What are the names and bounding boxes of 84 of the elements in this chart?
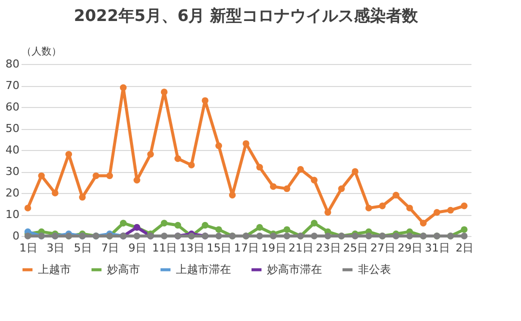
legend-label: 上越市滞在 bbox=[176, 262, 231, 276]
point bbox=[338, 185, 345, 192]
legend-label: 妙高市 bbox=[107, 262, 140, 276]
point bbox=[52, 190, 58, 196]
x-tick-label: 31日 bbox=[424, 242, 450, 254]
point bbox=[270, 183, 277, 190]
y-tick-label: 80 bbox=[6, 58, 20, 70]
point bbox=[460, 226, 468, 233]
x-tick-label: 23日 bbox=[316, 242, 341, 254]
y-tick-label: 20 bbox=[6, 186, 20, 200]
y-tick-label: 60 bbox=[6, 100, 20, 114]
point bbox=[202, 222, 208, 229]
point bbox=[229, 192, 236, 198]
x-tick-label: 11日 bbox=[152, 242, 178, 254]
x-tick-label: 19日 bbox=[261, 242, 286, 254]
point bbox=[134, 176, 140, 184]
x-tick-label: 5日 bbox=[74, 242, 92, 254]
point bbox=[434, 209, 440, 216]
point bbox=[215, 142, 222, 150]
point bbox=[392, 192, 400, 198]
point bbox=[188, 162, 195, 168]
point bbox=[310, 220, 318, 226]
y-tick-label: 70 bbox=[6, 79, 20, 92]
point bbox=[284, 185, 290, 192]
point bbox=[202, 97, 208, 104]
legend-label: 非公表 bbox=[358, 262, 391, 276]
point bbox=[92, 172, 100, 180]
point bbox=[460, 202, 468, 210]
y-tick-label: 30 bbox=[6, 165, 20, 178]
point bbox=[284, 226, 290, 233]
point bbox=[24, 204, 32, 212]
point bbox=[160, 232, 168, 240]
point bbox=[215, 226, 222, 233]
point bbox=[310, 176, 318, 184]
x-tick-label: 29日 bbox=[398, 242, 423, 254]
legend-label: 上越市 bbox=[38, 262, 71, 276]
x-tick-label: 13日 bbox=[179, 242, 204, 254]
point bbox=[284, 232, 290, 240]
x-tick-label: 3日 bbox=[46, 242, 65, 254]
point bbox=[256, 232, 263, 240]
x-tick-label: 17日 bbox=[234, 242, 259, 254]
y-tick-label: 10 bbox=[6, 208, 20, 221]
point bbox=[38, 172, 45, 180]
point bbox=[379, 202, 386, 210]
point bbox=[120, 84, 127, 91]
point bbox=[460, 232, 468, 240]
point bbox=[406, 232, 413, 240]
legend-label: 妙高市滞在 bbox=[267, 262, 322, 276]
point bbox=[420, 220, 427, 226]
point bbox=[365, 232, 372, 240]
point bbox=[242, 140, 250, 147]
point bbox=[174, 222, 182, 229]
point bbox=[297, 166, 304, 173]
x-tick-label: 25日 bbox=[343, 242, 368, 254]
x-tick-label: 9日 bbox=[128, 242, 146, 254]
point bbox=[134, 232, 140, 240]
point bbox=[147, 150, 154, 158]
x-tick-label: 7日 bbox=[101, 242, 120, 254]
x-tick-label: 15日 bbox=[206, 242, 232, 254]
point bbox=[324, 209, 332, 216]
point bbox=[215, 232, 222, 240]
point bbox=[256, 164, 263, 171]
point bbox=[352, 168, 358, 175]
x-tick-label: 27日 bbox=[370, 242, 396, 254]
x-tick-label: 2日 bbox=[456, 242, 474, 254]
point bbox=[447, 206, 454, 214]
chart-title: 2022年5月、6月 新型コロナウイルス感染者数 bbox=[74, 6, 420, 25]
point bbox=[160, 220, 168, 226]
point bbox=[120, 220, 127, 226]
y-tick-label: 40 bbox=[6, 144, 20, 156]
y-tick-label: 50 bbox=[6, 122, 20, 135]
point bbox=[174, 155, 182, 162]
point bbox=[106, 172, 113, 180]
y-tick-label: 0 bbox=[12, 230, 20, 242]
point bbox=[406, 204, 413, 212]
point bbox=[324, 232, 332, 240]
point bbox=[310, 232, 318, 240]
y-axis-title: （人数） bbox=[22, 46, 62, 58]
point bbox=[65, 150, 72, 158]
point bbox=[256, 224, 263, 231]
x-tick-label: 21日 bbox=[288, 242, 314, 254]
x-tick-label: 1日 bbox=[19, 242, 38, 254]
point bbox=[160, 88, 168, 96]
point bbox=[365, 204, 372, 212]
